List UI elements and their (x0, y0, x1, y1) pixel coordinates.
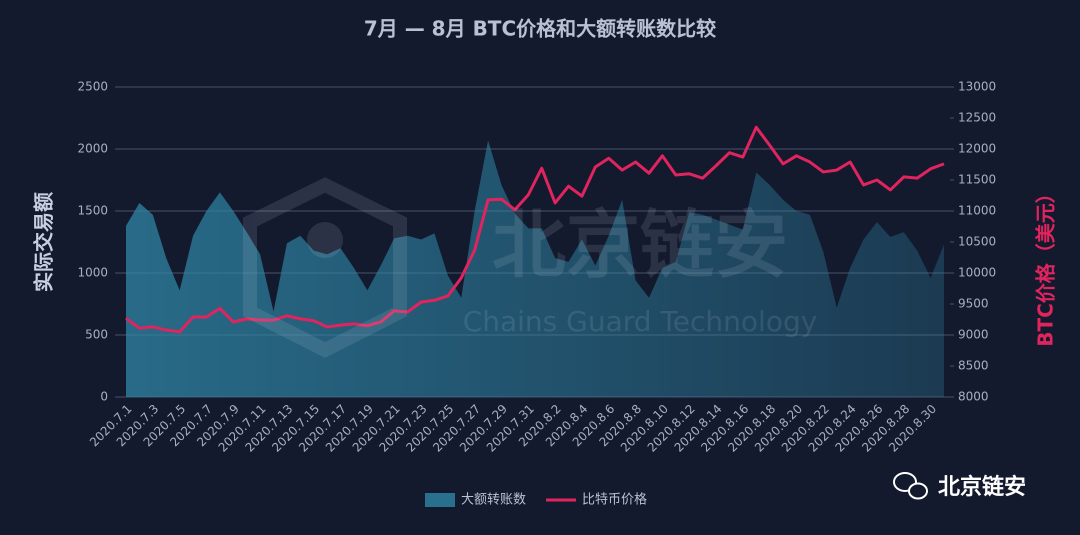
chart-title: 7月 — 8月 BTC价格和大额转账数比较 (364, 17, 716, 41)
legend-swatch (425, 493, 455, 507)
y2-tick-label: 10500 (958, 235, 996, 249)
y2-tick-label: 13000 (958, 80, 996, 94)
y2-tick-label: 12000 (958, 142, 996, 156)
y2-tick-label: 9000 (958, 328, 989, 342)
y2-tick-label: 8000 (958, 390, 989, 404)
legend-label: 比特币价格 (582, 492, 647, 508)
area (126, 140, 944, 397)
y-tick-label: 0 (100, 390, 108, 404)
y-axis-title: 实际交易额 (32, 192, 56, 292)
y2-tick-label: 10000 (958, 266, 996, 280)
watermark-logo-node (307, 222, 343, 258)
brand-name: 北京链安 (938, 474, 1026, 500)
watermark-subtitle: Chains Guard Technology (463, 305, 818, 338)
watermark: 北京链安 Chains Guard Technology (243, 177, 818, 358)
line (125, 125, 945, 334)
legend-label: 大额转账数 (461, 493, 526, 508)
y2-axis-title: BTC价格（美元） (1034, 183, 1058, 347)
y2-tick-label: 11500 (958, 173, 996, 187)
wechat-icon (908, 482, 928, 500)
brand-logo: 北京链安 (893, 472, 1026, 500)
y-tick-label: 1500 (77, 204, 108, 218)
y2-tick-label: 9500 (958, 297, 989, 311)
y-tick-label: 500 (85, 328, 108, 342)
watermark-logo (243, 177, 407, 358)
y-tick-label: 2500 (77, 80, 108, 94)
plot-area (115, 86, 954, 398)
watermark-title: 北京链安 (492, 203, 788, 289)
y-tick-label: 1000 (77, 266, 108, 280)
wechat-icon (893, 472, 917, 492)
y2-tick-label: 11000 (958, 204, 996, 218)
y-tick-label: 2000 (77, 142, 108, 156)
y2-tick-label: 8500 (958, 359, 989, 373)
y2-tick-label: 12500 (958, 111, 996, 125)
